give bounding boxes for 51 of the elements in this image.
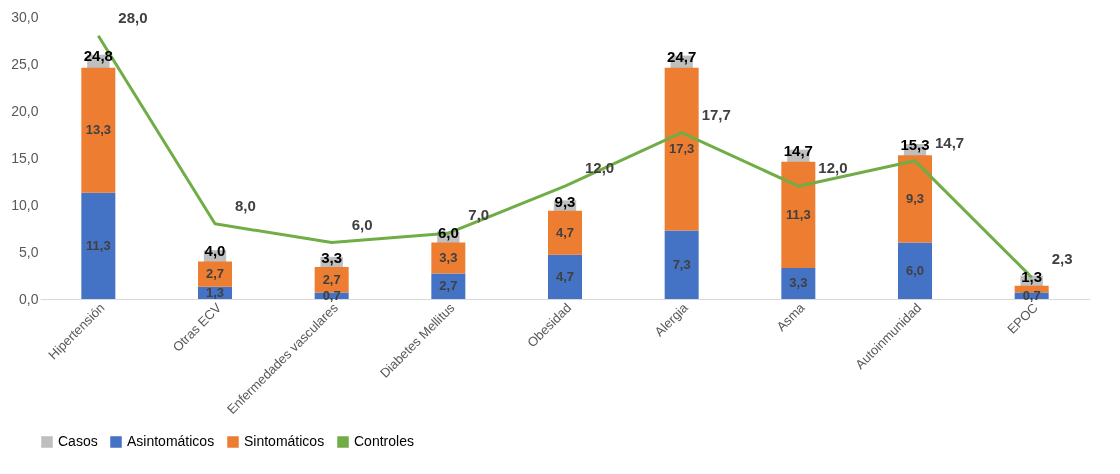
- data-label: 11,3: [786, 206, 811, 222]
- bar: [898, 155, 932, 243]
- data-label: 17,7: [701, 105, 731, 123]
- data-label: 1,3: [1021, 267, 1043, 285]
- y-tick-label: 0,0: [19, 290, 39, 307]
- data-label: 2,3: [1051, 250, 1073, 268]
- data-label: 12,0: [818, 159, 848, 177]
- data-label: 6,0: [351, 215, 373, 233]
- legend-label: Asintomáticos: [127, 433, 215, 449]
- legend-label: Controles: [354, 433, 414, 449]
- legend-label: Casos: [58, 433, 98, 449]
- bar: [664, 67, 699, 231]
- data-label: 7,3: [672, 256, 691, 272]
- bar: [548, 254, 582, 299]
- data-label: 7,0: [468, 206, 490, 224]
- data-label: 8,0: [235, 196, 256, 214]
- bar: [81, 67, 116, 193]
- data-label: 3,3: [321, 248, 343, 266]
- bar: [664, 230, 699, 299]
- data-label: 28,0: [118, 8, 148, 26]
- data-label: 6,0: [905, 262, 925, 278]
- data-label: 13,3: [85, 122, 111, 138]
- data-label: 4,0: [204, 242, 226, 260]
- data-label: 11,3: [86, 237, 111, 253]
- y-tick-label: 5,0: [19, 243, 39, 260]
- data-label: 2,7: [439, 278, 458, 294]
- bar: [198, 261, 232, 287]
- data-label: 24,7: [667, 47, 697, 65]
- data-label: 14,7: [935, 133, 965, 151]
- data-label: 14,7: [783, 141, 813, 159]
- bar: [898, 242, 932, 299]
- y-tick-label: 10,0: [11, 196, 39, 213]
- data-label: 4,7: [555, 224, 575, 240]
- legend-label: Sintomáticos: [244, 433, 325, 449]
- bar: [781, 161, 816, 268]
- y-tick-label: 30,0: [11, 8, 39, 25]
- data-label: 9,3: [554, 192, 576, 210]
- y-tick-label: 15,0: [11, 149, 39, 166]
- data-label: 3,3: [789, 275, 808, 291]
- data-label: 17,3: [669, 141, 695, 157]
- data-label: 2,7: [205, 266, 225, 282]
- data-label: 3,3: [439, 250, 458, 266]
- y-tick-label: 25,0: [11, 55, 39, 72]
- data-label: 1,3: [205, 284, 225, 300]
- data-label: 4,7: [555, 268, 575, 284]
- data-label: 2,7: [322, 271, 341, 287]
- data-label: 15,3: [900, 136, 930, 154]
- y-tick-label: 20,0: [11, 102, 39, 119]
- bar: [548, 210, 582, 255]
- bar: [81, 192, 116, 299]
- data-label: 9,3: [905, 190, 925, 206]
